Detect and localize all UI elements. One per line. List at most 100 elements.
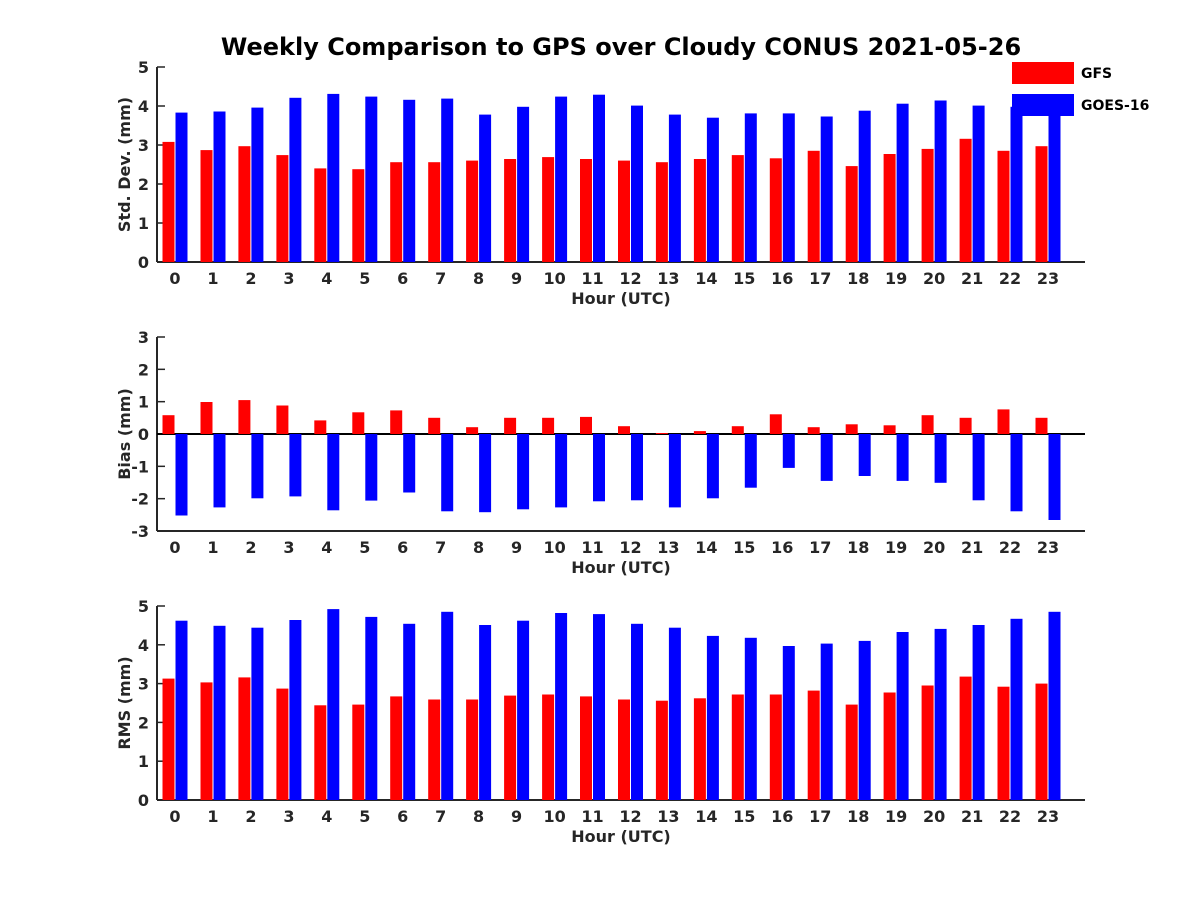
y-tick-label: 5 <box>138 58 149 77</box>
bar-goes-16-3 <box>289 97 302 262</box>
bar-goes-16-10 <box>555 96 568 262</box>
bar-goes-16-2 <box>251 434 264 499</box>
bar-goes-16-3 <box>289 620 302 800</box>
legend-label-gfs: GFS <box>1081 66 1112 82</box>
bar-goes-16-1 <box>213 434 226 508</box>
bar-goes-16-9 <box>517 620 530 800</box>
bar-goes-16-10 <box>555 434 568 508</box>
bar-gfs-18 <box>845 166 858 262</box>
x-tick-label: 1 <box>207 269 218 288</box>
bar-goes-16-19 <box>896 103 909 262</box>
x-tick-label: 4 <box>321 269 332 288</box>
bar-gfs-6 <box>390 696 403 800</box>
x-tick-label: 14 <box>695 538 717 557</box>
y-tick-label: 3 <box>138 675 149 694</box>
bar-gfs-11 <box>580 416 592 434</box>
bar-goes-16-23 <box>1048 434 1061 520</box>
bar-gfs-5 <box>352 169 365 262</box>
bar-goes-16-22 <box>1010 106 1023 262</box>
bar-gfs-17 <box>807 427 820 434</box>
bar-goes-16-21 <box>972 625 985 800</box>
x-tick-label: 11 <box>581 538 603 557</box>
bar-goes-16-22 <box>1010 434 1023 512</box>
bar-gfs-6 <box>390 410 403 434</box>
bar-goes-16-16 <box>782 646 795 800</box>
bar-goes-16-6 <box>403 99 416 262</box>
x-tick-label: 8 <box>473 807 484 826</box>
x-tick-label: 0 <box>169 269 180 288</box>
y-tick-label: 2 <box>138 360 149 379</box>
x-tick-label: 3 <box>283 269 294 288</box>
bar-goes-16-1 <box>213 111 226 262</box>
x-tick-label: 12 <box>619 538 641 557</box>
bar-goes-16-18 <box>858 110 871 262</box>
x-tick-label: 8 <box>473 538 484 557</box>
x-tick-label: 10 <box>543 807 565 826</box>
bar-goes-16-12 <box>631 623 643 800</box>
bar-goes-16-15 <box>744 113 757 263</box>
y-tick-label: 1 <box>138 393 149 412</box>
bar-gfs-16 <box>769 414 782 434</box>
y-tick-label: -2 <box>131 490 149 509</box>
bar-gfs-23 <box>1035 683 1048 800</box>
bar-gfs-22 <box>997 686 1010 800</box>
bar-gfs-20 <box>921 415 934 434</box>
bar-gfs-9 <box>504 695 517 800</box>
x-axis-label: Hour (UTC) <box>571 558 671 577</box>
bar-goes-16-11 <box>593 614 605 800</box>
x-tick-label: 12 <box>619 269 641 288</box>
bar-gfs-12 <box>618 426 630 434</box>
bar-goes-16-16 <box>782 434 795 468</box>
bar-goes-16-1 <box>213 625 226 800</box>
x-tick-label: 11 <box>581 807 603 826</box>
bar-goes-16-7 <box>441 611 454 800</box>
bar-gfs-17 <box>807 690 820 800</box>
bar-gfs-23 <box>1035 146 1048 262</box>
bar-gfs-15 <box>731 426 744 434</box>
bar-gfs-1 <box>200 150 213 262</box>
bar-gfs-12 <box>618 699 630 800</box>
bar-gfs-2 <box>238 400 251 434</box>
x-tick-label: 0 <box>169 807 180 826</box>
bar-goes-16-13 <box>668 434 681 508</box>
bar-gfs-17 <box>807 150 820 262</box>
y-axis-label: Std. Dev. (mm) <box>115 97 134 232</box>
x-tick-label: 16 <box>771 807 793 826</box>
x-tick-label: 14 <box>695 807 717 826</box>
bar-goes-16-15 <box>744 434 757 488</box>
bar-gfs-4 <box>314 705 327 800</box>
bar-goes-16-20 <box>934 434 947 483</box>
bar-goes-16-3 <box>289 434 302 497</box>
bar-gfs-19 <box>883 692 896 800</box>
bar-goes-16-21 <box>972 434 985 501</box>
y-tick-label: 3 <box>138 328 149 347</box>
x-tick-label: 1 <box>207 538 218 557</box>
bar-goes-16-12 <box>631 105 643 262</box>
bar-gfs-20 <box>921 148 934 262</box>
x-tick-label: 13 <box>657 807 679 826</box>
x-tick-label: 19 <box>885 269 907 288</box>
x-tick-label: 2 <box>245 538 256 557</box>
x-tick-label: 11 <box>581 269 603 288</box>
bar-goes-16-17 <box>820 116 833 262</box>
bar-gfs-7 <box>428 162 441 262</box>
bar-gfs-4 <box>314 420 327 434</box>
bar-goes-16-11 <box>593 94 605 262</box>
bar-goes-16-14 <box>706 635 719 800</box>
bar-goes-16-12 <box>631 434 643 501</box>
bar-gfs-2 <box>238 146 251 262</box>
x-tick-label: 18 <box>847 269 869 288</box>
y-tick-label: 0 <box>138 253 149 272</box>
x-tick-label: 15 <box>733 269 755 288</box>
bar-goes-16-0 <box>175 112 188 262</box>
x-tick-label: 17 <box>809 538 831 557</box>
x-tick-label: 23 <box>1037 807 1059 826</box>
bar-goes-16-4 <box>327 93 340 263</box>
bar-gfs-0 <box>162 678 175 800</box>
bar-gfs-15 <box>731 155 744 262</box>
x-tick-label: 4 <box>321 538 332 557</box>
bar-gfs-5 <box>352 412 365 434</box>
x-tick-label: 10 <box>543 538 565 557</box>
